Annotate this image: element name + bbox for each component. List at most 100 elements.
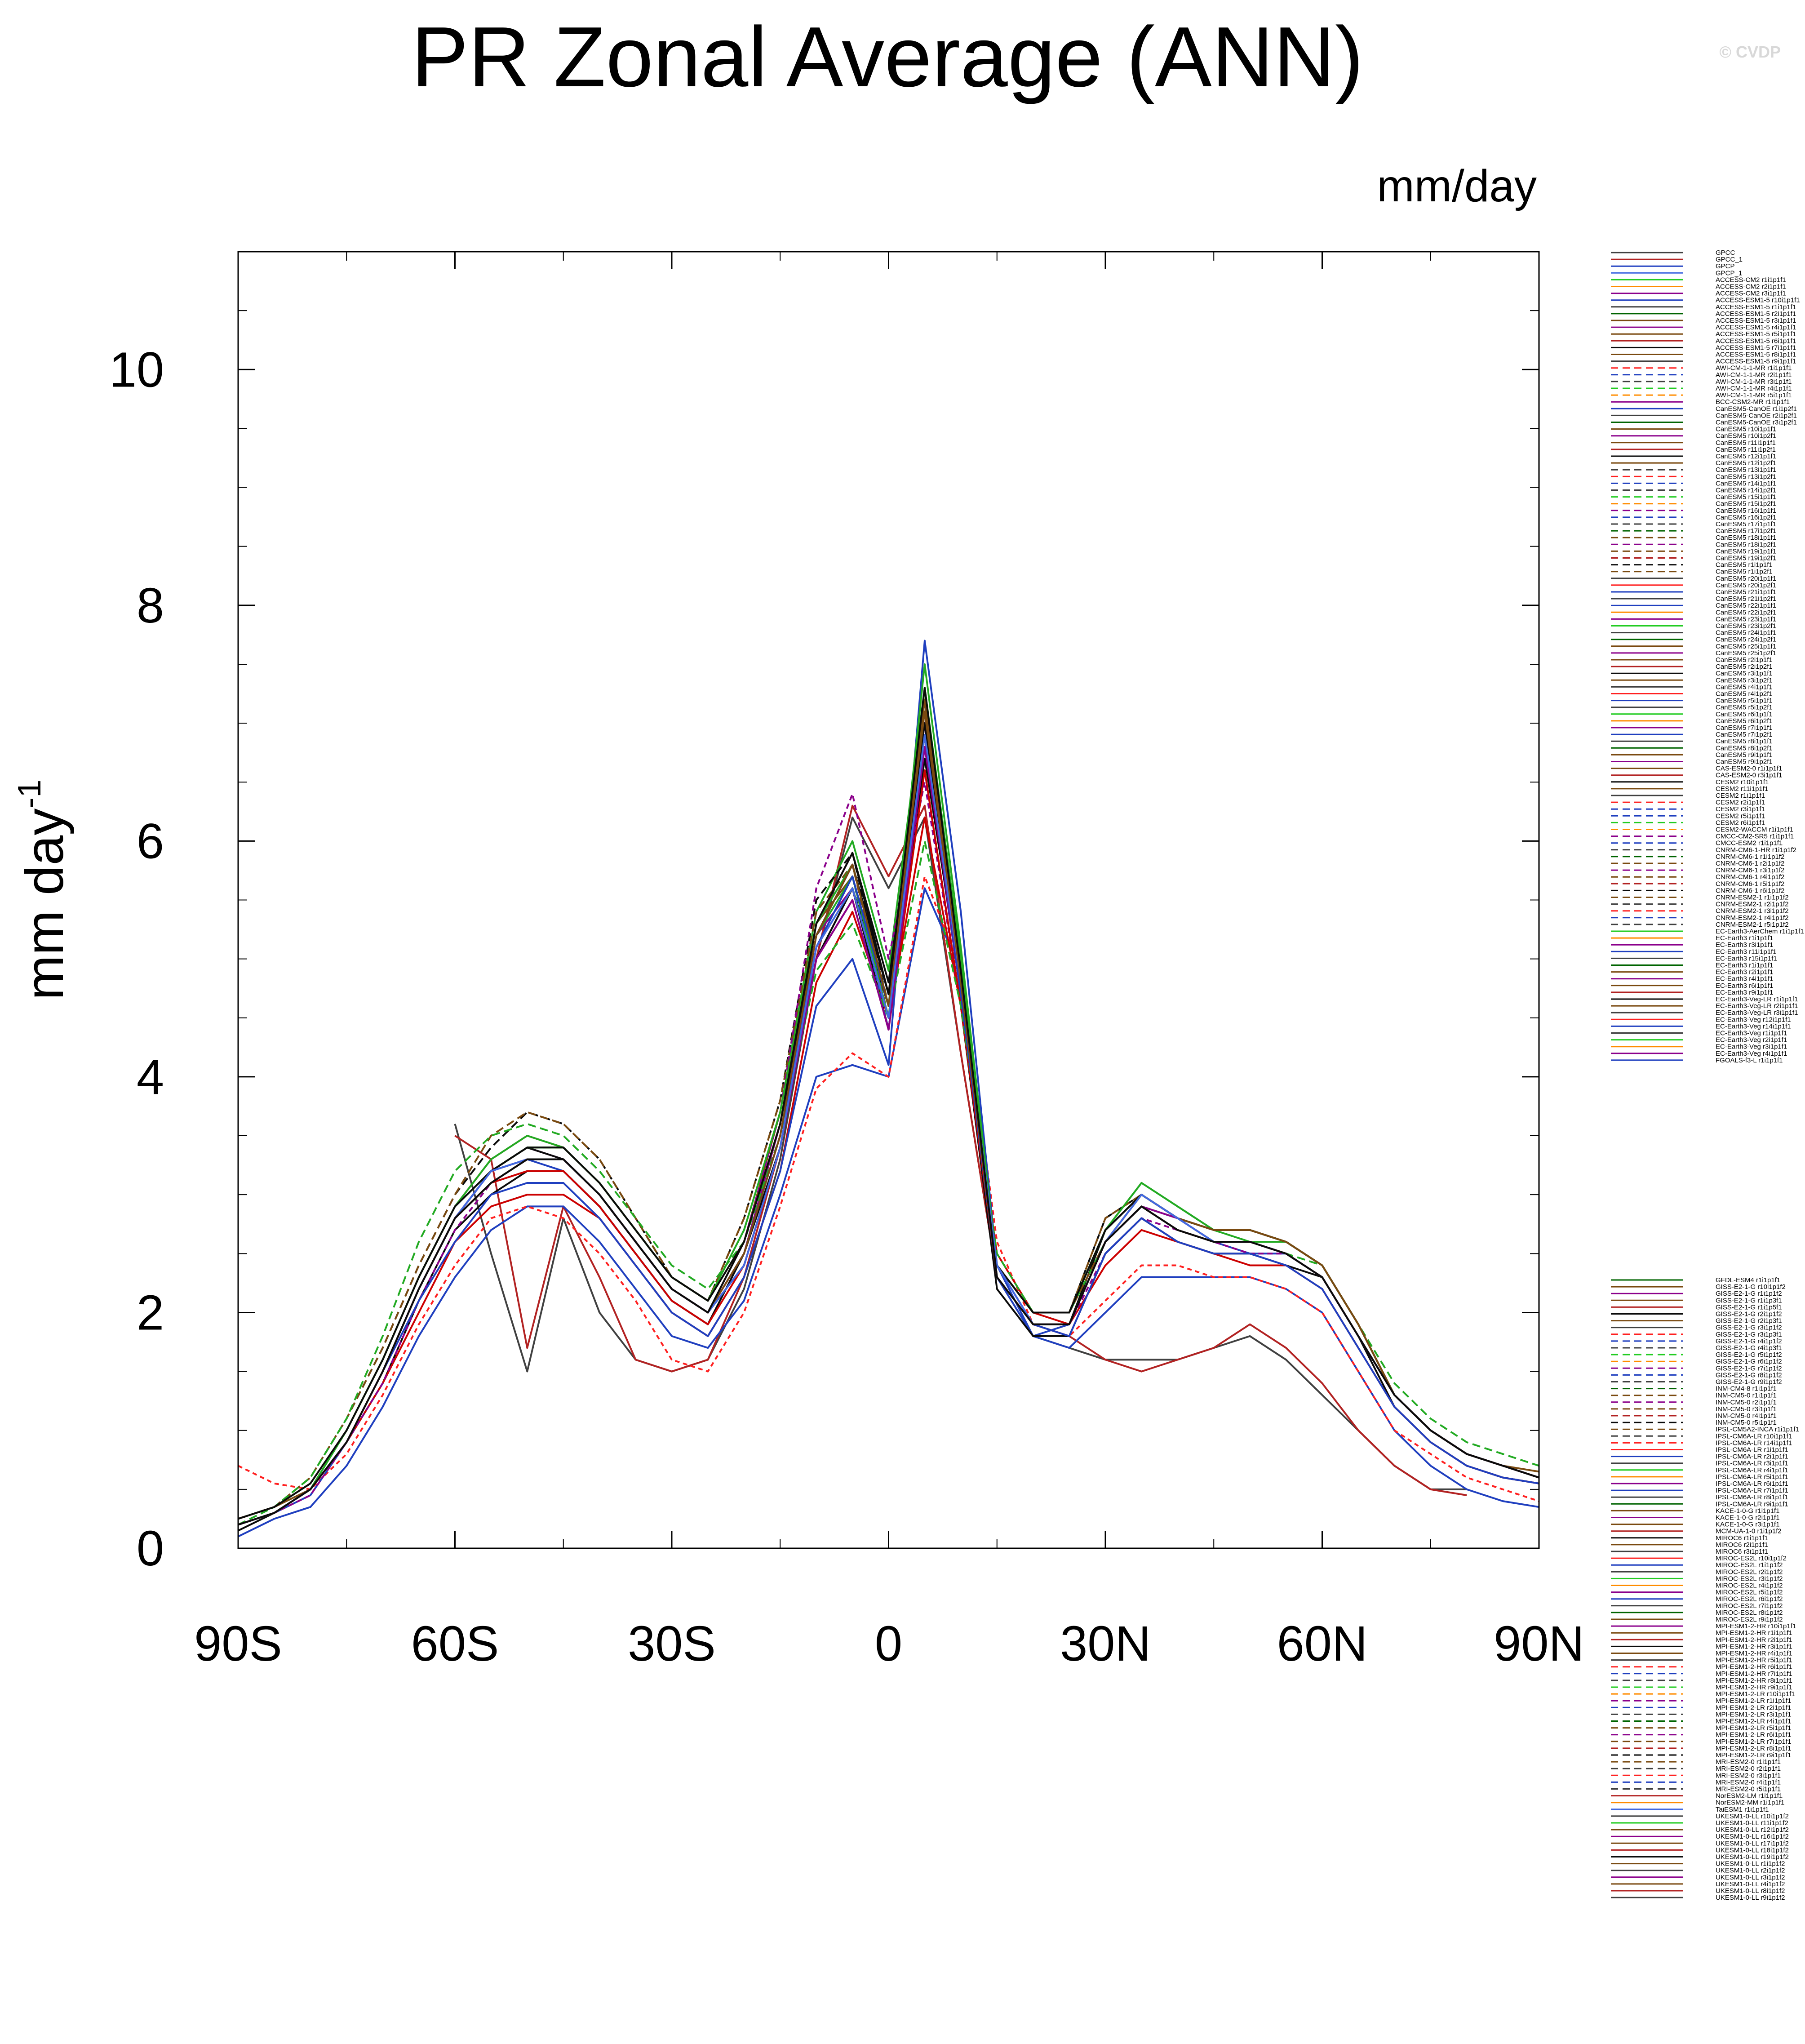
legend-label: MIROC-ES2L r4i1p1f2 xyxy=(1716,1582,1783,1590)
legend-label: MRI-ESM2-0 r4i1p1f1 xyxy=(1716,1778,1781,1786)
legend-label: MPI-ESM1-2-LR r6i1p1f1 xyxy=(1716,1731,1791,1739)
legend-label: MPI-ESM1-2-LR r5i1p1f1 xyxy=(1716,1724,1791,1732)
legend-label: CanESM5 r25i1p2f1 xyxy=(1716,649,1776,657)
series-line-27 xyxy=(238,746,1539,1526)
legend-label: CanESM5 r12i1p2f1 xyxy=(1716,459,1776,467)
legend-label: CanESM5 r3i1p2f1 xyxy=(1716,676,1773,684)
series-line-15 xyxy=(238,746,1539,1526)
legend-label: CanESM5 r21i1p2f1 xyxy=(1716,595,1776,603)
legend-label: GPCP xyxy=(1716,262,1735,270)
legend-label: CanESM5 r15i1p1f1 xyxy=(1716,493,1776,501)
legend-label: UKESM1-0-LL r19i1p1f2 xyxy=(1716,1853,1789,1861)
legend-label: CanESM5 r16i1p2f1 xyxy=(1716,514,1776,521)
legend-label: MIROC-ES2L r5i1p1f2 xyxy=(1716,1589,1783,1596)
legend-label: EC-Earth3-Veg r4i1p1f1 xyxy=(1716,1050,1787,1058)
legend-label: MIROC6 r1i1p1f1 xyxy=(1716,1534,1768,1542)
legend-label: TaiESM1 r1i1p1f1 xyxy=(1716,1806,1769,1813)
series-line-19 xyxy=(238,663,1539,1526)
legend-label: CNRM-ESM2-1 r4i1p1f2 xyxy=(1716,914,1789,922)
legend-label: AWI-CM-1-1-MR r2i1p1f1 xyxy=(1716,371,1792,379)
legend-label: CNRM-CM6-1-HR r1i1p1f2 xyxy=(1716,846,1796,854)
legend-label: IPSL-CM6A-LR r7i1p1f1 xyxy=(1716,1487,1788,1494)
legend-label: KACE-1-0-G r1i1p1f1 xyxy=(1716,1507,1780,1515)
legend-label: GISS-E2-1-G r2i1p1f2 xyxy=(1716,1311,1782,1318)
legend-label: MPI-ESM1-2-LR r1i1p1f1 xyxy=(1716,1697,1791,1705)
series-line-5 xyxy=(238,710,1539,1526)
legend-label: UKESM1-0-LL r11i1p1f2 xyxy=(1716,1819,1788,1827)
y-tick-label: 6 xyxy=(137,813,164,869)
legend-label: CESM2 r6i1p1f1 xyxy=(1716,819,1765,826)
legend-label: MPI-ESM1-2-LR r10i1p1f1 xyxy=(1716,1690,1795,1698)
legend-label: GISS-E2-1-G r3i1p1f2 xyxy=(1716,1324,1782,1332)
legend-label: IPSL-CM6A-LR r6i1p1f1 xyxy=(1716,1480,1788,1488)
legend-label: CanESM5 r4i1p2f1 xyxy=(1716,690,1773,698)
y-axis-title: mm day-1 xyxy=(12,780,75,1000)
legend-label: CAS-ESM2-0 r3i1p1f1 xyxy=(1716,772,1782,779)
legend-label: CanESM5 r13i1p1f1 xyxy=(1716,466,1776,474)
legend-label: CanESM5 r8i1p2f1 xyxy=(1716,744,1773,752)
legend-label: ACCESS-ESM1-5 r3i1p1f1 xyxy=(1716,317,1796,324)
x-tick-label: 90N xyxy=(1494,1616,1584,1671)
legend-label: CanESM5 r16i1p1f1 xyxy=(1716,507,1776,515)
legend-label: MPI-ESM1-2-LR r9i1p1f1 xyxy=(1716,1751,1791,1759)
y-axis-title-text: mm day xyxy=(14,809,75,1000)
legend-label: MPI-ESM1-2-HR r5i1p1f1 xyxy=(1716,1657,1792,1664)
legend-label: GISS-E2-1-G r8i1p1f2 xyxy=(1716,1371,1782,1379)
legend-label: GISS-E2-1-G r7i1p1f2 xyxy=(1716,1364,1782,1372)
legend-label: MIROC-ES2L r9i1p1f2 xyxy=(1716,1616,1783,1623)
legend-label: CanESM5 r7i1p2f1 xyxy=(1716,731,1773,738)
legend-label: GPCC_1 xyxy=(1716,256,1743,263)
chart-title: PR Zonal Average (ANN) xyxy=(411,9,1363,105)
series-line-6 xyxy=(238,687,1539,1520)
series-line-20 xyxy=(238,840,1539,1526)
legend-label: CanESM5 r25i1p1f1 xyxy=(1716,643,1776,650)
legend-label: INM-CM4-8 r1i1p1f1 xyxy=(1716,1385,1777,1393)
legend-label: IPSL-CM6A-LR r1i1p1f1 xyxy=(1716,1446,1788,1454)
legend-label: EC-Earth3 r15i1p1f1 xyxy=(1716,955,1777,962)
legend-label: IPSL-CM6A-LR r3i1p1f1 xyxy=(1716,1460,1788,1467)
legend-label: CNRM-CM6-1 r6i1p1f2 xyxy=(1716,887,1784,894)
legend-label: GISS-E2-1-G r4i1p3f1 xyxy=(1716,1344,1782,1352)
legend-label: MIROC6 r3i1p1f1 xyxy=(1716,1548,1768,1555)
series-line-8 xyxy=(238,734,1539,1520)
legend-label: MIROC-ES2L r1i1p1f2 xyxy=(1716,1561,1783,1569)
legend-label: INM-CM5-0 r2i1p1f1 xyxy=(1716,1399,1777,1406)
x-tick-label: 30N xyxy=(1060,1616,1151,1671)
legend-label: IPSL-CM6A-LR r9i1p1f1 xyxy=(1716,1500,1788,1508)
x-tick-label: 60N xyxy=(1277,1616,1368,1671)
series-line-12 xyxy=(238,698,1539,1520)
legend-label: AWI-CM-1-1-MR r4i1p1f1 xyxy=(1716,385,1792,392)
legend-label: ACCESS-CM2 r1i1p1f1 xyxy=(1716,276,1786,284)
series-line-30 xyxy=(238,687,1539,1526)
legend-label: CanESM5 r22i1p2f1 xyxy=(1716,609,1776,616)
legend-label: CanESM5 r17i1p1f1 xyxy=(1716,520,1776,528)
legend-label: GISS-E2-1-G r3i1p3f1 xyxy=(1716,1331,1782,1338)
series-layer xyxy=(238,640,1539,1537)
series-line-22 xyxy=(238,722,1539,1526)
legend-label: EC-Earth3 r1i1p1f1 xyxy=(1716,934,1773,942)
legend-label: MRI-ESM2-0 r2i1p1f1 xyxy=(1716,1765,1781,1773)
legend-label: KACE-1-0-G r2i1p1f1 xyxy=(1716,1514,1780,1522)
legend-label: MPI-ESM1-2-LR r7i1p1f1 xyxy=(1716,1738,1791,1746)
legend-label: CanESM5 r6i1p1f1 xyxy=(1716,711,1773,718)
legend-label: CanESM5 r24i1p2f1 xyxy=(1716,636,1776,644)
y-tick-label: 0 xyxy=(137,1521,164,1576)
legend-label: CESM2 r1i1p1f1 xyxy=(1716,792,1765,800)
legend-label: CanESM5 r15i1p2f1 xyxy=(1716,500,1776,508)
x-tick-label: 60S xyxy=(411,1616,499,1671)
legend-label: CNRM-ESM2-1 r3i1p1f2 xyxy=(1716,907,1789,915)
series-line-14 xyxy=(238,757,1539,1532)
legend-label: MIROC-ES2L r3i1p1f2 xyxy=(1716,1575,1783,1582)
legend-label: CESM2 r3i1p1f1 xyxy=(1716,805,1765,813)
legend-label: EC-Earth3-Veg r1i1p1f1 xyxy=(1716,1030,1787,1037)
legend-label: GISS-E2-1-G r9i1p1f2 xyxy=(1716,1378,1782,1386)
units-label: mm/day xyxy=(1377,161,1537,211)
legend-label: CanESM5 r14i1p2f1 xyxy=(1716,487,1776,494)
legend-label: EC-Earth3 r2i1p1f1 xyxy=(1716,969,1773,976)
series-line-16 xyxy=(238,781,1539,1526)
legend-label: EC-Earth3-Veg r12i1p1f1 xyxy=(1716,1016,1791,1023)
legend-label: CanESM5 r19i1p2f1 xyxy=(1716,555,1776,562)
legend-label: MPI-ESM1-2-HR r10i1p1f1 xyxy=(1716,1622,1796,1630)
legend-label: CanESM5 r9i1p1f1 xyxy=(1716,751,1773,759)
